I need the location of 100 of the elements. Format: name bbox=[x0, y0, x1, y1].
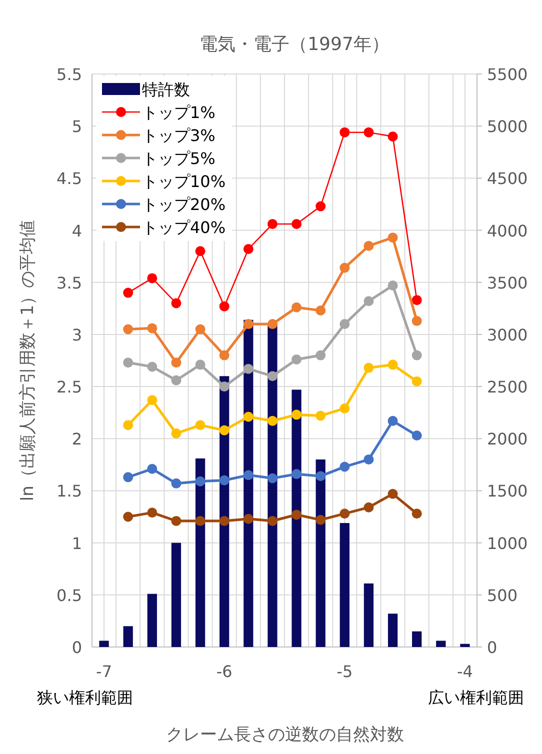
point bbox=[123, 324, 134, 334]
point bbox=[340, 508, 350, 519]
bar bbox=[316, 459, 326, 647]
legend-label: トップ20% bbox=[142, 195, 226, 214]
point bbox=[147, 395, 158, 406]
y-axis-title: ln（出願人前方引用数＋1）の平均値 bbox=[18, 220, 38, 502]
bar bbox=[364, 583, 374, 647]
point bbox=[412, 316, 422, 326]
y2-tick-label: 3000 bbox=[487, 325, 528, 344]
bar bbox=[195, 458, 206, 647]
point bbox=[147, 323, 158, 334]
point bbox=[340, 127, 350, 138]
point bbox=[292, 354, 302, 364]
point bbox=[171, 358, 182, 368]
point bbox=[364, 127, 374, 138]
y2-tick-label: 0 bbox=[487, 638, 498, 657]
point bbox=[412, 376, 422, 386]
point bbox=[195, 476, 206, 486]
point bbox=[316, 201, 326, 212]
y2-tick-label: 500 bbox=[487, 586, 518, 605]
legend-label: トップ3% bbox=[142, 126, 216, 145]
point bbox=[267, 416, 278, 426]
point bbox=[292, 302, 302, 312]
point bbox=[147, 273, 158, 284]
y-tick-label: 0 bbox=[72, 638, 82, 657]
bar bbox=[171, 542, 182, 647]
point bbox=[195, 516, 206, 526]
bar bbox=[147, 594, 157, 647]
chart-title: 電気・電子（1997年） bbox=[200, 34, 390, 55]
point bbox=[267, 371, 278, 382]
point bbox=[123, 358, 134, 368]
x-tick-label: -6 bbox=[216, 662, 232, 681]
bar bbox=[436, 640, 446, 647]
y2-tick-label: 1000 bbox=[487, 534, 528, 553]
point bbox=[219, 475, 230, 486]
x-tick-label: -5 bbox=[336, 662, 353, 681]
y-tick-label: 2 bbox=[72, 430, 82, 449]
x-tick-label: -4 bbox=[456, 662, 473, 681]
y-tick-label: 3.5 bbox=[56, 273, 82, 292]
point bbox=[195, 420, 206, 430]
y2-tick-label: 3500 bbox=[487, 273, 528, 292]
bar bbox=[123, 626, 133, 647]
point bbox=[171, 516, 182, 526]
point bbox=[219, 382, 230, 392]
bar bbox=[340, 523, 350, 647]
point bbox=[243, 470, 254, 480]
x-axis-title: クレーム長さの逆数の自然対数 bbox=[166, 725, 404, 745]
point bbox=[292, 510, 302, 520]
y2-tick-label: 1500 bbox=[487, 482, 528, 501]
point bbox=[267, 473, 278, 484]
point bbox=[147, 508, 158, 518]
point bbox=[388, 360, 398, 370]
legend-label: トップ10% bbox=[142, 172, 226, 191]
bar bbox=[412, 631, 422, 647]
point bbox=[267, 219, 278, 230]
point bbox=[388, 280, 398, 290]
bar bbox=[292, 390, 302, 647]
point bbox=[171, 298, 182, 308]
y-tick-label: 1 bbox=[72, 534, 82, 553]
y2-tick-label: 4000 bbox=[487, 221, 528, 240]
point bbox=[147, 464, 158, 474]
point bbox=[195, 360, 206, 370]
point bbox=[123, 512, 134, 522]
point bbox=[123, 420, 134, 430]
text: 広い権利範囲 bbox=[428, 688, 524, 707]
point bbox=[388, 232, 398, 243]
point bbox=[340, 319, 350, 330]
point bbox=[195, 246, 206, 256]
point bbox=[219, 516, 230, 526]
point bbox=[364, 362, 374, 373]
point bbox=[171, 478, 182, 488]
point bbox=[292, 219, 302, 230]
y2-tick-label: 2500 bbox=[487, 378, 528, 397]
point bbox=[123, 288, 134, 298]
legend-label: トップ40% bbox=[142, 218, 226, 237]
point bbox=[243, 364, 254, 374]
point bbox=[267, 319, 278, 330]
y-tick-label: 2.5 bbox=[56, 378, 82, 397]
point bbox=[219, 425, 230, 436]
bar bbox=[388, 614, 398, 647]
point bbox=[243, 514, 254, 524]
point bbox=[171, 428, 182, 438]
legend-label: 特許数 bbox=[142, 80, 190, 99]
bar bbox=[460, 644, 470, 647]
y-tick-label: 4 bbox=[72, 221, 82, 240]
point bbox=[364, 240, 374, 251]
y2-tick-label: 2000 bbox=[487, 430, 528, 449]
y-tick-label: 5.5 bbox=[56, 65, 82, 84]
point bbox=[243, 412, 254, 422]
x-tick-label: -7 bbox=[96, 662, 112, 681]
y2-tick-label: 5000 bbox=[487, 117, 528, 136]
y-tick-label: 0.5 bbox=[56, 586, 82, 605]
bar bbox=[99, 640, 109, 647]
point bbox=[316, 471, 326, 482]
point bbox=[123, 472, 134, 482]
point bbox=[147, 362, 158, 372]
point bbox=[412, 508, 422, 519]
point bbox=[388, 132, 398, 142]
point bbox=[388, 488, 398, 499]
point bbox=[316, 305, 326, 316]
